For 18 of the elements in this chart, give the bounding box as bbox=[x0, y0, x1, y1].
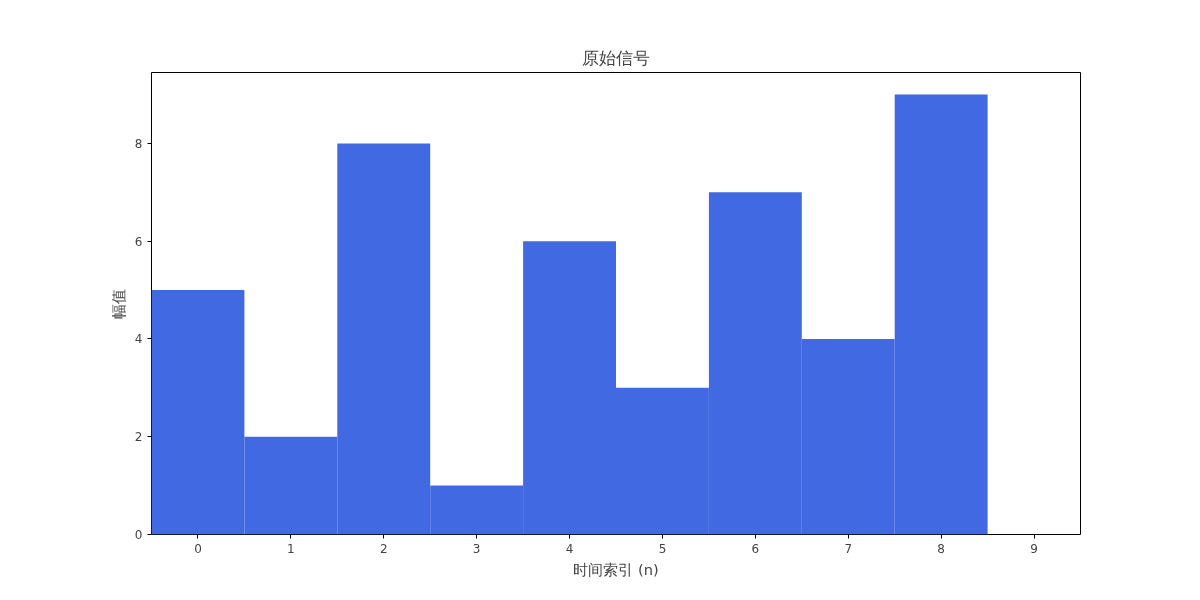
x-tick-label: 2 bbox=[379, 541, 388, 556]
x-tick-label: 3 bbox=[472, 541, 481, 556]
chart-title: 原始信号 bbox=[582, 47, 650, 68]
x-tick-label: 5 bbox=[658, 541, 667, 556]
x-tick-label: 4 bbox=[565, 541, 574, 556]
y-tick-label: 4 bbox=[134, 332, 143, 347]
x-axis-title: 时间索引 (n) bbox=[573, 560, 659, 578]
y-tick-label: 8 bbox=[134, 136, 143, 151]
y-tick-label: 6 bbox=[134, 234, 143, 249]
x-tick-label: 0 bbox=[194, 541, 202, 556]
x-tick-label: 8 bbox=[937, 541, 945, 556]
x-tick-label: 6 bbox=[751, 541, 760, 556]
x-tick-label: 1 bbox=[287, 541, 295, 556]
y-tick-label: 2 bbox=[134, 430, 143, 445]
x-tick-label: 7 bbox=[844, 541, 853, 556]
x-tick-label: 9 bbox=[1030, 541, 1038, 556]
y-tick-label: 0 bbox=[134, 528, 143, 542]
y-axis-title: 幅值 bbox=[109, 288, 127, 319]
